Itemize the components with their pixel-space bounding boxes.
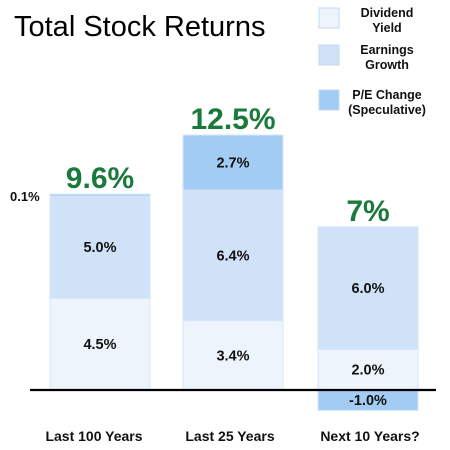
total-value-label: 12.5% — [190, 103, 275, 136]
bar-segment — [182, 134, 284, 191]
bar-segment — [49, 193, 151, 197]
legend-label: (Speculative) — [348, 103, 426, 117]
total-value-label: 7% — [346, 195, 389, 228]
legend-swatch — [318, 7, 340, 29]
x-axis-labels: Last 100 Years Last 25 Years Next 10 Years… — [45, 428, 419, 444]
segment-value-label: 2.0% — [351, 363, 384, 379]
bar-segment — [49, 297, 151, 391]
segment-value-label: 4.5% — [83, 337, 116, 353]
category-label: Next 10 Years? — [320, 428, 419, 444]
legend-label: Yield — [372, 21, 401, 35]
bar-segment — [49, 195, 151, 299]
bar-segment — [317, 348, 419, 391]
legend-swatch — [318, 89, 340, 111]
category-label: Last 100 Years — [45, 428, 142, 444]
bar-segment — [182, 189, 284, 322]
category-label: Last 25 Years — [185, 428, 274, 444]
bars: 4.5% 5.0% 0.1% 9.6% 3.4% 6.4% 2.7% 12.5% 2.0% 6.0… — [10, 103, 419, 411]
legend-swatch — [318, 44, 340, 66]
segment-value-label: 3.4% — [216, 348, 249, 364]
segment-value-label: 6.4% — [216, 248, 249, 264]
legend-label: Growth — [365, 58, 409, 72]
legend-label: P/E Change — [352, 88, 422, 102]
legend-label: Earnings — [360, 43, 414, 57]
segment-value-label: 6.0% — [351, 281, 384, 297]
bar-segment — [317, 226, 419, 350]
total-value-label: 9.6% — [66, 162, 134, 195]
legend-label: Dividend — [361, 6, 414, 20]
segment-value-label: 5.0% — [83, 240, 116, 256]
bar-segment — [182, 320, 284, 391]
chart-title: Total Stock Returns — [14, 11, 265, 43]
segment-value-label: 2.7% — [216, 156, 249, 172]
segment-value-label: 0.1% — [10, 189, 40, 204]
segment-value-label: -1.0% — [349, 393, 387, 409]
